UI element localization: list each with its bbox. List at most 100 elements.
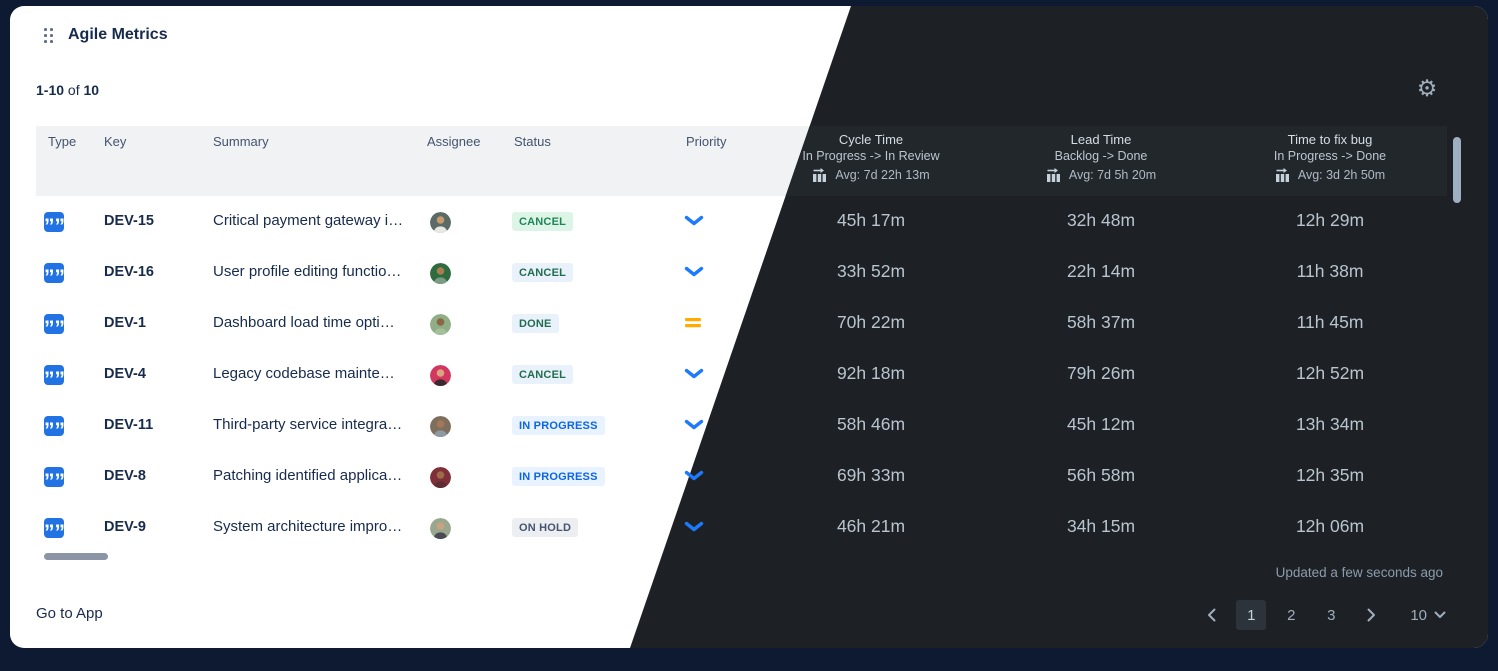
issue-key: DEV-11 <box>104 417 154 433</box>
cycle-time-value: 70h 22m <box>836 312 906 332</box>
table-row[interactable]: ”” DEV-1 Dashboard load time opti… DONE … <box>10 299 1488 350</box>
go-to-app-link[interactable]: Go to App <box>36 605 103 622</box>
column-header-status: Status <box>514 134 551 149</box>
issue-key: DEV-1 <box>104 315 146 331</box>
issue-summary: Critical payment gateway i… <box>213 212 404 229</box>
agile-metrics-widget: Agile Metrics 1-10 of 10 ⚙ Type Key Summar… <box>10 6 1488 648</box>
lead-time-value: 34h 15m <box>1066 516 1136 536</box>
status-badge: CANCEL <box>512 263 574 282</box>
issue-type-icon: ”” <box>44 263 64 283</box>
metric-avg: Avg: 7d 22h 13m <box>835 167 930 182</box>
metric-avg: Avg: 7d 5h 20m <box>1068 167 1157 182</box>
metric-subtitle: In Progress -> In Review <box>802 149 940 163</box>
cycle-time-value: 46h 21m <box>836 516 906 536</box>
lead-time-value: 58h 37m <box>1066 312 1136 332</box>
table-row[interactable]: ”” DEV-9 System architecture impro… ON H… <box>10 503 1488 554</box>
table-row[interactable]: ”” DEV-16 User profile editing functio… … <box>10 248 1488 299</box>
table-row[interactable]: ”” DEV-15 Critical payment gateway i… CA… <box>10 197 1488 248</box>
avg-metric-icon <box>812 167 829 182</box>
cycle-time-value: 33h 52m <box>836 261 906 281</box>
pagination-page-2[interactable]: 2 <box>1287 606 1296 624</box>
drag-handle-icon[interactable] <box>44 28 56 45</box>
lead-time-value: 22h 14m <box>1066 261 1136 281</box>
priority-low-icon <box>684 367 704 383</box>
lead-time-value: 79h 26m <box>1066 363 1136 383</box>
metric-column-header: Time to fix bug In Progress -> Done Avg: 3… <box>1210 132 1450 182</box>
page-size-value: 10 <box>1410 606 1427 624</box>
table-row[interactable]: ”” DEV-4 Legacy codebase mainte… CANCEL … <box>10 350 1488 401</box>
issue-summary: Legacy codebase mainte… <box>213 365 395 382</box>
issue-type-icon: ”” <box>44 518 64 538</box>
time-to-fix-value: 11h 38m <box>1296 261 1364 281</box>
metric-avg: Avg: 3d 2h 50m <box>1297 167 1386 182</box>
priority-low-icon <box>684 469 704 485</box>
time-to-fix-value: 13h 34m <box>1295 414 1365 434</box>
priority-low-icon <box>684 265 704 281</box>
table-row[interactable]: ”” DEV-11 Third-party service integra… I… <box>10 401 1488 452</box>
avg-metric-icon <box>1046 167 1063 182</box>
table-row[interactable]: ”” DEV-8 Patching identified applica… IN… <box>10 452 1488 503</box>
issue-summary: Third-party service integra… <box>213 416 403 433</box>
status-badge: ON HOLD <box>512 518 579 537</box>
page-size-select[interactable]: 10 <box>1410 607 1446 624</box>
lead-time-value: 56h 58m <box>1066 465 1136 485</box>
time-to-fix-value: 12h 06m <box>1295 516 1365 536</box>
issue-type-icon: ”” <box>44 416 64 436</box>
issue-summary: System architecture impro… <box>213 518 403 535</box>
cycle-time-value: 45h 17m <box>836 210 906 230</box>
priority-low-icon <box>684 418 704 434</box>
status-badge: IN PROGRESS <box>512 467 605 486</box>
issue-summary: User profile editing functio… <box>213 263 402 280</box>
metric-subtitle: In Progress -> Done <box>1273 149 1387 163</box>
gear-icon[interactable]: ⚙ <box>1416 75 1438 101</box>
cycle-time-value: 69h 33m <box>836 465 906 485</box>
lead-time-value: 45h 12m <box>1066 414 1136 434</box>
issue-type-icon: ”” <box>44 212 64 232</box>
metric-title: Time to fix bug <box>1287 132 1373 147</box>
pagination-page-3[interactable]: 3 <box>1327 606 1336 624</box>
column-header-priority: Priority <box>686 134 727 149</box>
result-range: 1-10 <box>36 82 65 98</box>
issue-key: DEV-16 <box>104 264 154 280</box>
metric-title: Lead Time <box>1070 132 1132 147</box>
time-to-fix-value: 11h 45m <box>1296 312 1364 332</box>
column-header-assignee: Assignee <box>427 134 481 149</box>
column-header-type: Type <box>48 134 77 149</box>
pagination-page-1[interactable]: 1 <box>1236 600 1267 630</box>
assignee-avatar <box>430 416 451 437</box>
issue-summary: Dashboard load time opti… <box>213 314 395 331</box>
assignee-avatar <box>430 467 451 488</box>
priority-low-icon <box>684 214 704 230</box>
result-total: 10 <box>83 82 100 98</box>
time-to-fix-value: 12h 29m <box>1295 210 1365 230</box>
issue-key: DEV-4 <box>104 366 146 382</box>
vertical-scrollbar-thumb[interactable] <box>1453 137 1461 203</box>
pagination: 1 2 3 10 <box>1196 600 1446 630</box>
issue-table-body: ”” DEV-15 Critical payment gateway i… CA… <box>10 197 1488 554</box>
metric-column-header: Lead Time Backlog -> Done Avg: 7d 5h 20m <box>981 132 1221 182</box>
assignee-avatar <box>430 365 451 386</box>
horizontal-scrollbar-thumb[interactable] <box>44 553 108 560</box>
issue-type-icon: ”” <box>44 365 64 385</box>
status-badge: DONE <box>512 314 559 333</box>
assignee-avatar <box>430 212 451 233</box>
issue-type-icon: ”” <box>44 467 64 487</box>
widget-title: Agile Metrics <box>68 26 168 43</box>
pagination-next-icon[interactable] <box>1356 600 1386 630</box>
status-badge: CANCEL <box>512 212 574 231</box>
priority-medium-icon <box>684 316 704 332</box>
assignee-avatar <box>430 518 451 539</box>
status-badge: CANCEL <box>512 365 574 384</box>
lead-time-value: 32h 48m <box>1066 210 1136 230</box>
time-to-fix-value: 12h 52m <box>1295 363 1365 383</box>
status-badge: IN PROGRESS <box>512 416 605 435</box>
pagination-prev-icon[interactable] <box>1196 600 1226 630</box>
assignee-avatar <box>430 314 451 335</box>
chevron-down-icon <box>1434 611 1446 619</box>
issue-summary: Patching identified applica… <box>213 467 403 484</box>
column-header-summary: Summary <box>213 134 269 149</box>
metric-subtitle: Backlog -> Done <box>1054 149 1148 163</box>
result-count: 1-10 of 10 <box>36 82 99 98</box>
cycle-time-value: 92h 18m <box>836 363 906 383</box>
